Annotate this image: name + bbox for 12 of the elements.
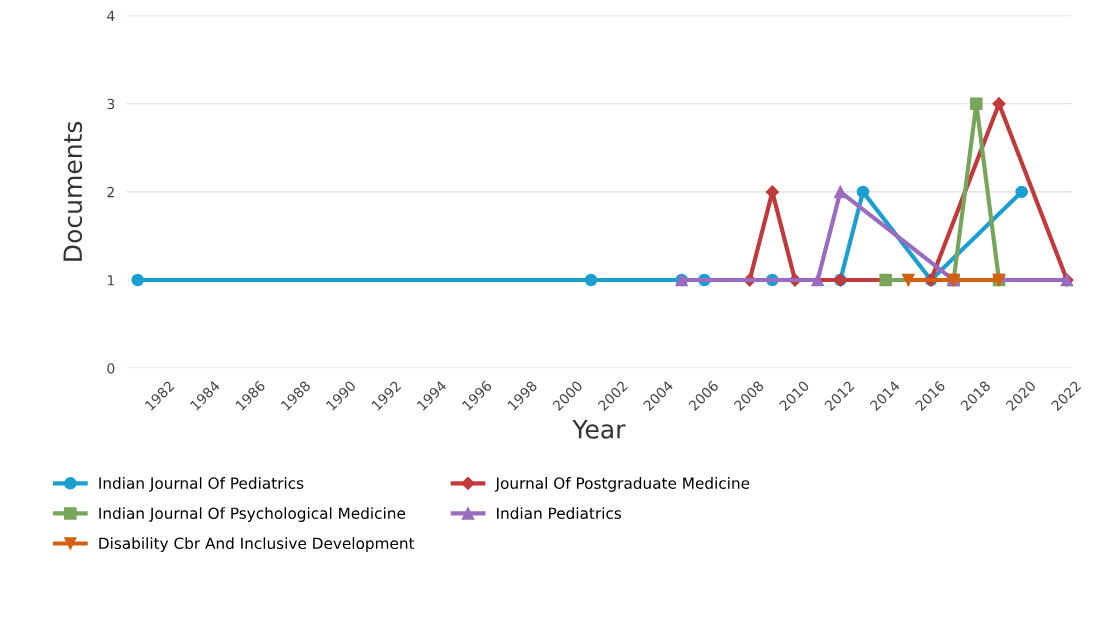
y-tick-label: 3 xyxy=(107,98,115,110)
legend-label: Disability Cbr And Inclusive Development xyxy=(99,537,415,553)
legend-label: Indian Journal Of Pediatrics xyxy=(99,477,304,492)
legend-label: Indian Journal Of Psychological Medicine xyxy=(99,507,406,522)
y-tick-label: 2 xyxy=(107,186,114,198)
y-axis-title: Documents xyxy=(63,121,83,261)
y-tick-label: 0 xyxy=(107,363,115,374)
y-tick-label: 4 xyxy=(107,10,115,21)
legend-label: Indian Pediatrics xyxy=(497,507,622,519)
x-axis-title: Year xyxy=(572,420,626,439)
y-tick-label: 1 xyxy=(107,275,114,286)
legend-label: Journal Of Postgraduate Medicine xyxy=(494,477,750,492)
